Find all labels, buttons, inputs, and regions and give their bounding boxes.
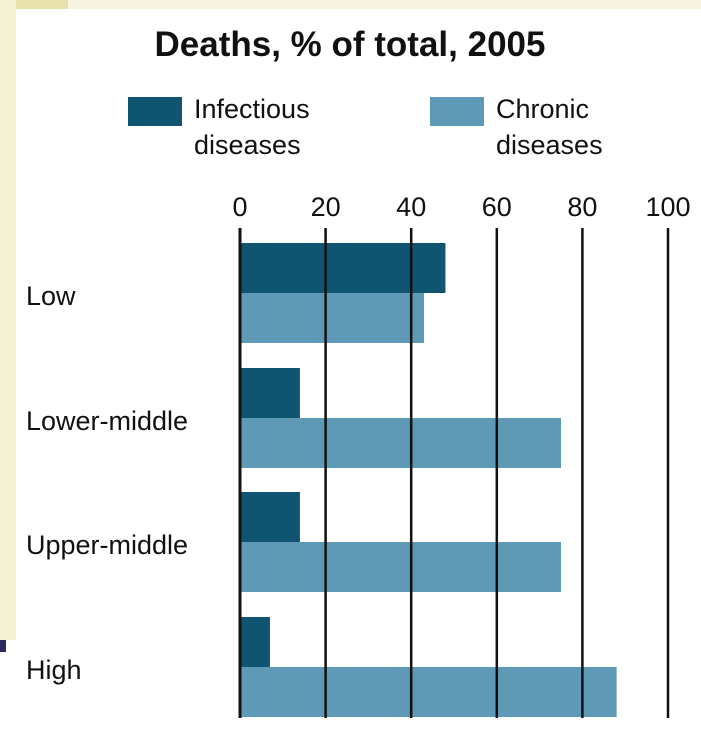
legend-label-0-1: diseases bbox=[194, 130, 301, 160]
legend-label-1-0: Chronic bbox=[496, 94, 589, 124]
category-label-low: Low bbox=[26, 281, 76, 311]
bar-chronic-diseases-high bbox=[240, 667, 617, 717]
legend-label-1-1: diseases bbox=[496, 130, 603, 160]
bars bbox=[240, 243, 617, 717]
gridlines bbox=[238, 228, 670, 718]
legend-label-0-0: Infectious bbox=[194, 94, 310, 124]
category-label-upper-middle: Upper-middle bbox=[26, 530, 188, 560]
x-tick-label-100: 100 bbox=[645, 192, 690, 222]
x-tick-label-40: 40 bbox=[396, 192, 426, 222]
slide-frame-corner bbox=[0, 0, 68, 9]
bar-infectious-diseases-lower-middle bbox=[240, 368, 300, 418]
slide-frame-top bbox=[0, 0, 701, 9]
category-label-high: High bbox=[26, 655, 82, 685]
chart-title: Deaths, % of total, 2005 bbox=[155, 25, 546, 64]
bar-chronic-diseases-low bbox=[240, 293, 425, 343]
slide-frame-accent bbox=[0, 640, 6, 652]
bar-chronic-diseases-upper-middle bbox=[240, 542, 561, 592]
category-labels: Low Lower-middle Upper-middle High bbox=[26, 281, 188, 685]
slide-frame-left bbox=[0, 0, 16, 640]
x-tick-label-20: 20 bbox=[311, 192, 341, 222]
bar-infectious-diseases-low bbox=[240, 243, 446, 293]
legend-swatch-1 bbox=[430, 97, 484, 126]
x-tick-label-0: 0 bbox=[232, 192, 247, 222]
x-tick-label-80: 80 bbox=[567, 192, 597, 222]
x-tick-label-60: 60 bbox=[482, 192, 512, 222]
bar-infectious-diseases-upper-middle bbox=[240, 492, 300, 542]
bar-chronic-diseases-lower-middle bbox=[240, 418, 561, 468]
bar-infectious-diseases-high bbox=[240, 617, 270, 667]
category-label-lower-middle: Lower-middle bbox=[26, 406, 188, 436]
legend: Infectious diseases Chronic diseases bbox=[128, 94, 603, 160]
legend-swatch-0 bbox=[128, 97, 182, 126]
x-axis-ticks: 0 20 40 60 80 100 bbox=[232, 192, 690, 222]
